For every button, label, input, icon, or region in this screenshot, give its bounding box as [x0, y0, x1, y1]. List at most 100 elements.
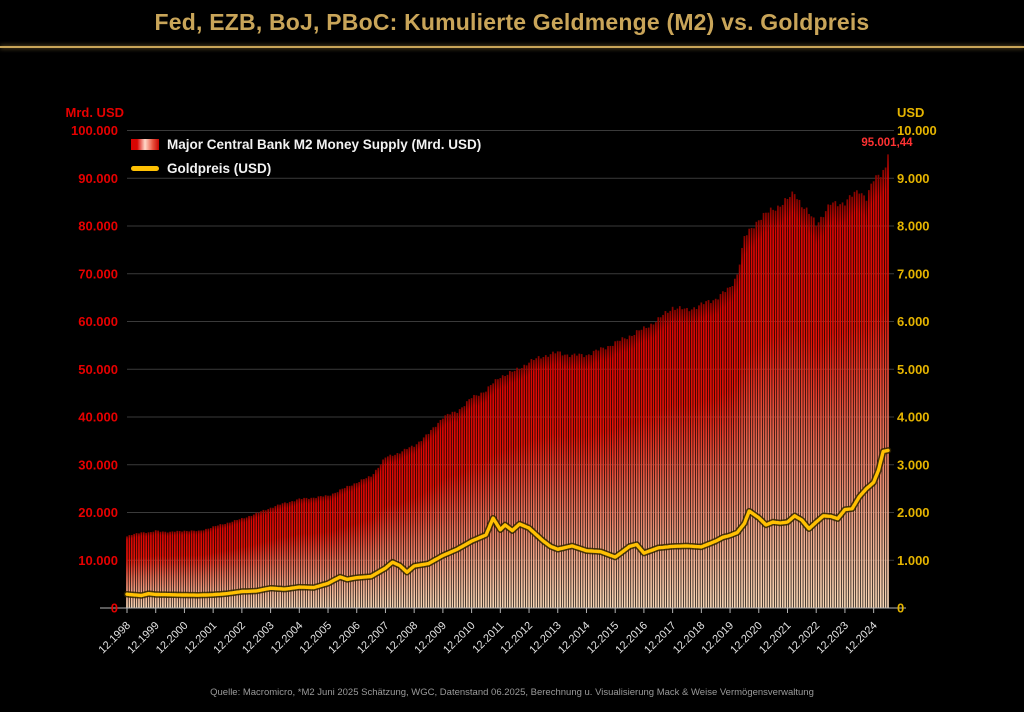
m2-bar — [145, 532, 147, 608]
m2-bar — [224, 524, 226, 608]
m2-bar — [413, 446, 416, 608]
m2-bar — [398, 453, 401, 608]
m2-bar — [604, 349, 607, 608]
m2-bar — [760, 219, 763, 609]
m2-bar — [360, 479, 363, 608]
m2-bar — [731, 286, 734, 608]
m2-bar — [183, 530, 186, 608]
m2-bar — [733, 278, 736, 608]
m2-bar — [628, 335, 631, 608]
right-tick-label: 5.000 — [897, 362, 930, 377]
m2-bar — [442, 418, 444, 608]
m2-bar — [387, 456, 389, 608]
m2-bar — [176, 530, 179, 608]
m2-bar — [791, 191, 794, 608]
m2-bar — [801, 207, 803, 608]
m2-bar — [195, 531, 198, 608]
m2-bar — [745, 235, 748, 608]
m2-bar — [664, 311, 667, 608]
left-tick-label: 0 — [111, 601, 118, 616]
m2-bar — [415, 444, 418, 608]
m2-bar — [394, 454, 396, 608]
m2-bar — [279, 504, 282, 608]
m2-bar — [454, 411, 456, 608]
m2-bar — [339, 489, 341, 608]
last-value-annotation: 95.001,44 — [861, 137, 913, 149]
m2-bar — [599, 347, 602, 608]
m2-bar — [255, 512, 258, 608]
m2-bar — [547, 356, 550, 608]
m2-bar — [475, 395, 478, 608]
m2-bar — [166, 532, 169, 608]
m2-bar — [652, 324, 655, 608]
m2-bar — [772, 209, 774, 608]
m2-bar — [659, 317, 662, 608]
m2-bar — [406, 449, 408, 608]
m2-bar — [286, 503, 289, 608]
m2-bar — [465, 401, 468, 608]
m2-bar — [762, 212, 765, 608]
m2-bar — [241, 517, 243, 608]
m2-bar — [674, 309, 676, 608]
m2-bar — [561, 355, 564, 608]
legend-label-m2: Major Central Bank M2 Money Supply (Mrd.… — [167, 136, 482, 152]
m2-bar — [341, 488, 344, 608]
right-tick-label: 0 — [897, 601, 904, 616]
m2-bar — [879, 177, 882, 608]
m2-bar — [212, 526, 214, 608]
m2-bar — [769, 207, 772, 608]
m2-bar — [585, 355, 588, 608]
m2-bar — [190, 530, 193, 608]
m2-bar — [810, 216, 813, 608]
m2-bar — [269, 507, 272, 608]
m2-bar — [724, 292, 727, 608]
m2-bar — [753, 228, 755, 609]
m2-bar — [348, 485, 351, 608]
right-tick-label: 7.000 — [897, 266, 930, 281]
m2-bar — [513, 370, 516, 608]
m2-bar — [860, 193, 863, 608]
m2-bar — [702, 304, 705, 608]
left-tick-label: 20.000 — [78, 505, 118, 520]
m2-bar — [765, 212, 767, 608]
m2-bar — [748, 228, 751, 609]
m2-bar — [525, 365, 528, 608]
m2-bar — [576, 355, 578, 608]
m2-bar — [786, 199, 789, 608]
m2-bar — [458, 409, 461, 608]
m2-bar — [248, 515, 250, 608]
m2-bar — [181, 531, 183, 608]
m2-bar — [710, 303, 712, 608]
m2-bar — [698, 305, 700, 608]
m2-bar — [312, 497, 315, 608]
m2-bar — [322, 496, 325, 608]
m2-bar — [310, 497, 313, 608]
m2-bar — [803, 208, 806, 609]
m2-bar — [882, 169, 885, 608]
m2-bar — [856, 190, 858, 609]
m2-bar — [293, 501, 296, 608]
m2-bar — [353, 483, 356, 608]
m2-bar — [853, 191, 856, 608]
m2-bar — [686, 307, 688, 608]
m2-bar — [236, 519, 238, 608]
m2-bar — [229, 522, 231, 608]
m2-bar — [449, 414, 451, 608]
m2-bar — [554, 353, 557, 608]
m2-bar — [303, 497, 305, 608]
m2-bar — [336, 492, 339, 608]
m2-bar — [621, 337, 624, 608]
m2-bar — [781, 204, 784, 608]
m2-bar — [671, 306, 674, 608]
m2-bar — [367, 476, 370, 608]
m2-bar-swatch-icon — [131, 138, 159, 150]
m2-bar — [590, 355, 593, 608]
m2-bar — [391, 455, 394, 608]
m2-bar — [583, 357, 585, 608]
m2-bar — [669, 310, 672, 608]
m2-bar — [528, 362, 530, 608]
legend-label-gold: Goldpreis (USD) — [167, 160, 272, 176]
m2-bar — [128, 535, 131, 608]
m2-bar — [695, 309, 698, 608]
